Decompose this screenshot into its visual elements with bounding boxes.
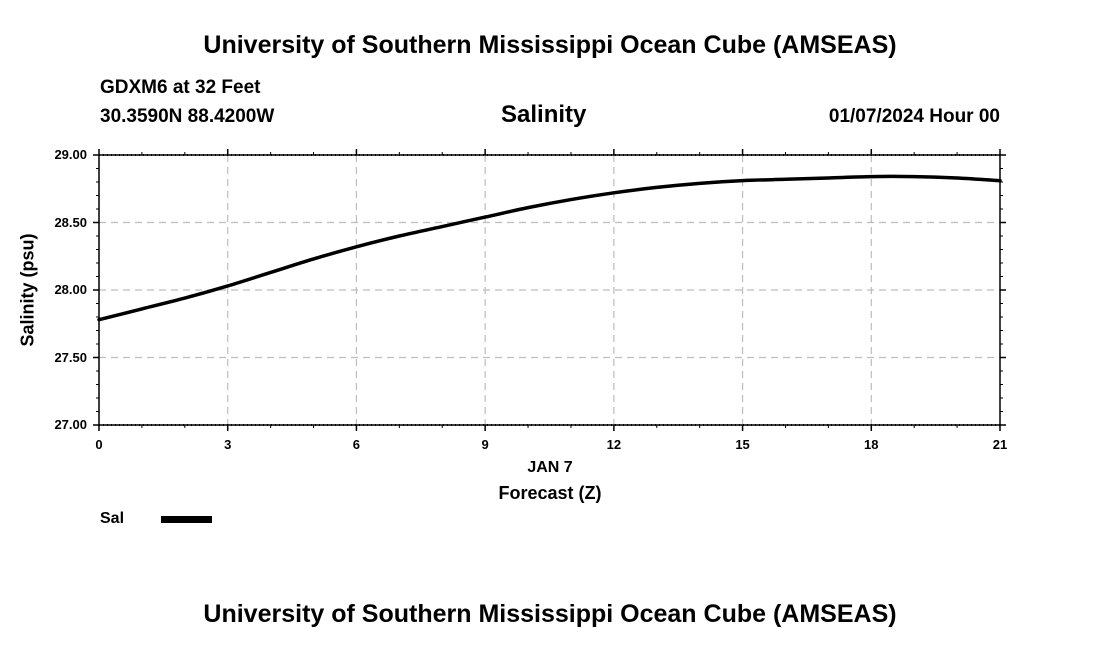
x-axis-date-label: JAN 7 — [527, 459, 573, 476]
x-tick-label: 6 — [352, 437, 361, 452]
y-tick-label: 27.50 — [54, 349, 87, 365]
x-axis-label: Forecast (Z) — [498, 483, 602, 503]
y-tick-label: 28.50 — [54, 214, 87, 230]
station-coordinates: 30.3590N 88.4200W — [100, 106, 275, 127]
y-tick-label: 28.00 — [54, 282, 87, 297]
legend-swatch — [161, 516, 212, 523]
x-tick-label: 21 — [992, 437, 1008, 452]
salinity-series-line — [97, 174, 1002, 322]
station-label: GDXM6 at 32 Feet — [100, 77, 261, 98]
y-axis-label: Salinity (psu) — [17, 233, 38, 347]
x-tick-label: 0 — [95, 437, 103, 452]
x-tick-label: 15 — [735, 437, 750, 452]
forecast-datetime: 01/07/2024 Hour 00 — [828, 106, 1000, 127]
plot-frame — [98, 154, 1001, 426]
legend-label: Sal — [100, 510, 125, 527]
report-title-bottom: University of Southern Mississippi Ocean… — [203, 600, 897, 628]
report-title-top: University of Southern Mississippi Ocean… — [203, 31, 897, 59]
x-tick-label: 9 — [481, 437, 489, 452]
x-tick-label: 12 — [606, 437, 622, 452]
y-tick-label: 29.00 — [54, 147, 87, 162]
x-tick-label: 18 — [864, 437, 879, 452]
y-tick-label: 27.00 — [54, 417, 87, 432]
chart-title: Salinity — [501, 101, 587, 128]
x-tick-label: 3 — [224, 437, 232, 452]
